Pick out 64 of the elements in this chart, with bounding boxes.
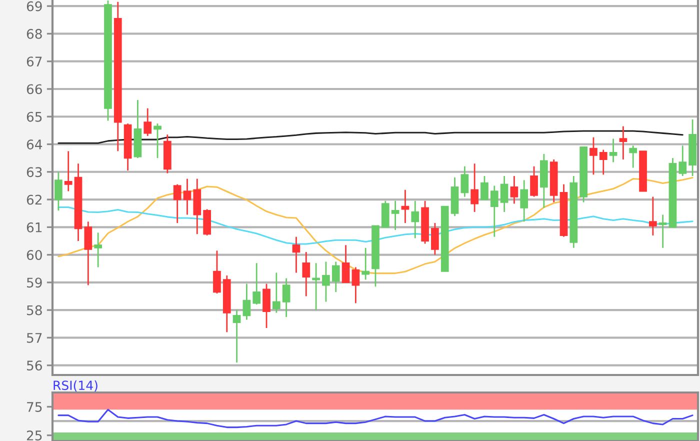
candlestick: [272, 272, 280, 314]
y-tick-label: 66: [26, 84, 42, 94]
y-tick-label: 25: [26, 430, 42, 440]
y-tick-label: 61: [26, 222, 42, 232]
candlestick: [391, 200, 400, 231]
candlestick: [252, 262, 261, 306]
y-tick-label: 63: [26, 167, 42, 178]
y-tick-label: 59: [27, 278, 42, 288]
candlestick: [520, 179, 528, 222]
candlestick: [144, 108, 152, 137]
candlestick: [619, 126, 628, 160]
candlestick: [292, 236, 300, 274]
candlestick: [64, 150, 72, 192]
y-tick-label: 64: [26, 139, 42, 150]
candlestick: [658, 214, 667, 249]
y-tick-label: 56: [27, 360, 42, 371]
candlestick: [94, 232, 102, 268]
y-tick-label: 58: [27, 305, 42, 316]
candlestick: [609, 138, 618, 163]
candlestick: [203, 208, 211, 236]
candlestick: [84, 220, 92, 286]
candlestick: [510, 175, 518, 204]
candlestick: [183, 178, 192, 216]
candlestick: [470, 162, 478, 213]
line-series: [58, 130, 684, 144]
candlestick: [54, 171, 62, 212]
candlestick: [173, 184, 182, 224]
candlestick: [411, 200, 420, 239]
candlestick: [629, 144, 638, 168]
y-tick-label: 75: [27, 402, 42, 412]
candlestick: [352, 266, 360, 304]
candlestick: [490, 185, 498, 238]
chart-title: RSI(14): [54, 380, 98, 392]
candlestick: [401, 189, 410, 224]
candlestick: [302, 251, 310, 297]
candlestick: [500, 175, 508, 213]
candlestick: [590, 136, 598, 176]
candlestick: [381, 200, 390, 228]
candlestick: [332, 261, 340, 293]
y-tick-label: 69: [26, 1, 42, 12]
y-tick-label: 62: [26, 194, 42, 205]
candlestick: [322, 261, 330, 302]
candlestick: [282, 278, 290, 318]
candlestick: [362, 247, 370, 280]
candlestick: [460, 166, 469, 198]
candlestick: [312, 262, 320, 311]
candlestick: [242, 283, 251, 320]
candlestick: [530, 166, 538, 198]
candlestick: [262, 283, 270, 329]
candlestick: [342, 244, 350, 284]
candlestick: [599, 149, 608, 176]
y-tick-label: 60: [26, 250, 42, 260]
y-tick-label: 65: [26, 112, 42, 122]
candlestick: [431, 222, 439, 256]
candlestick: [678, 144, 687, 177]
candlestick: [232, 309, 241, 364]
candlestick: [648, 196, 657, 236]
candlestick: [213, 250, 221, 294]
candlestick: [480, 175, 488, 200]
y-tick-label: 57: [27, 333, 42, 343]
y-tick-label: 67: [26, 56, 42, 67]
y-tick-label: 68: [26, 28, 42, 39]
line-series: [58, 408, 694, 428]
candlestick: [154, 122, 162, 159]
